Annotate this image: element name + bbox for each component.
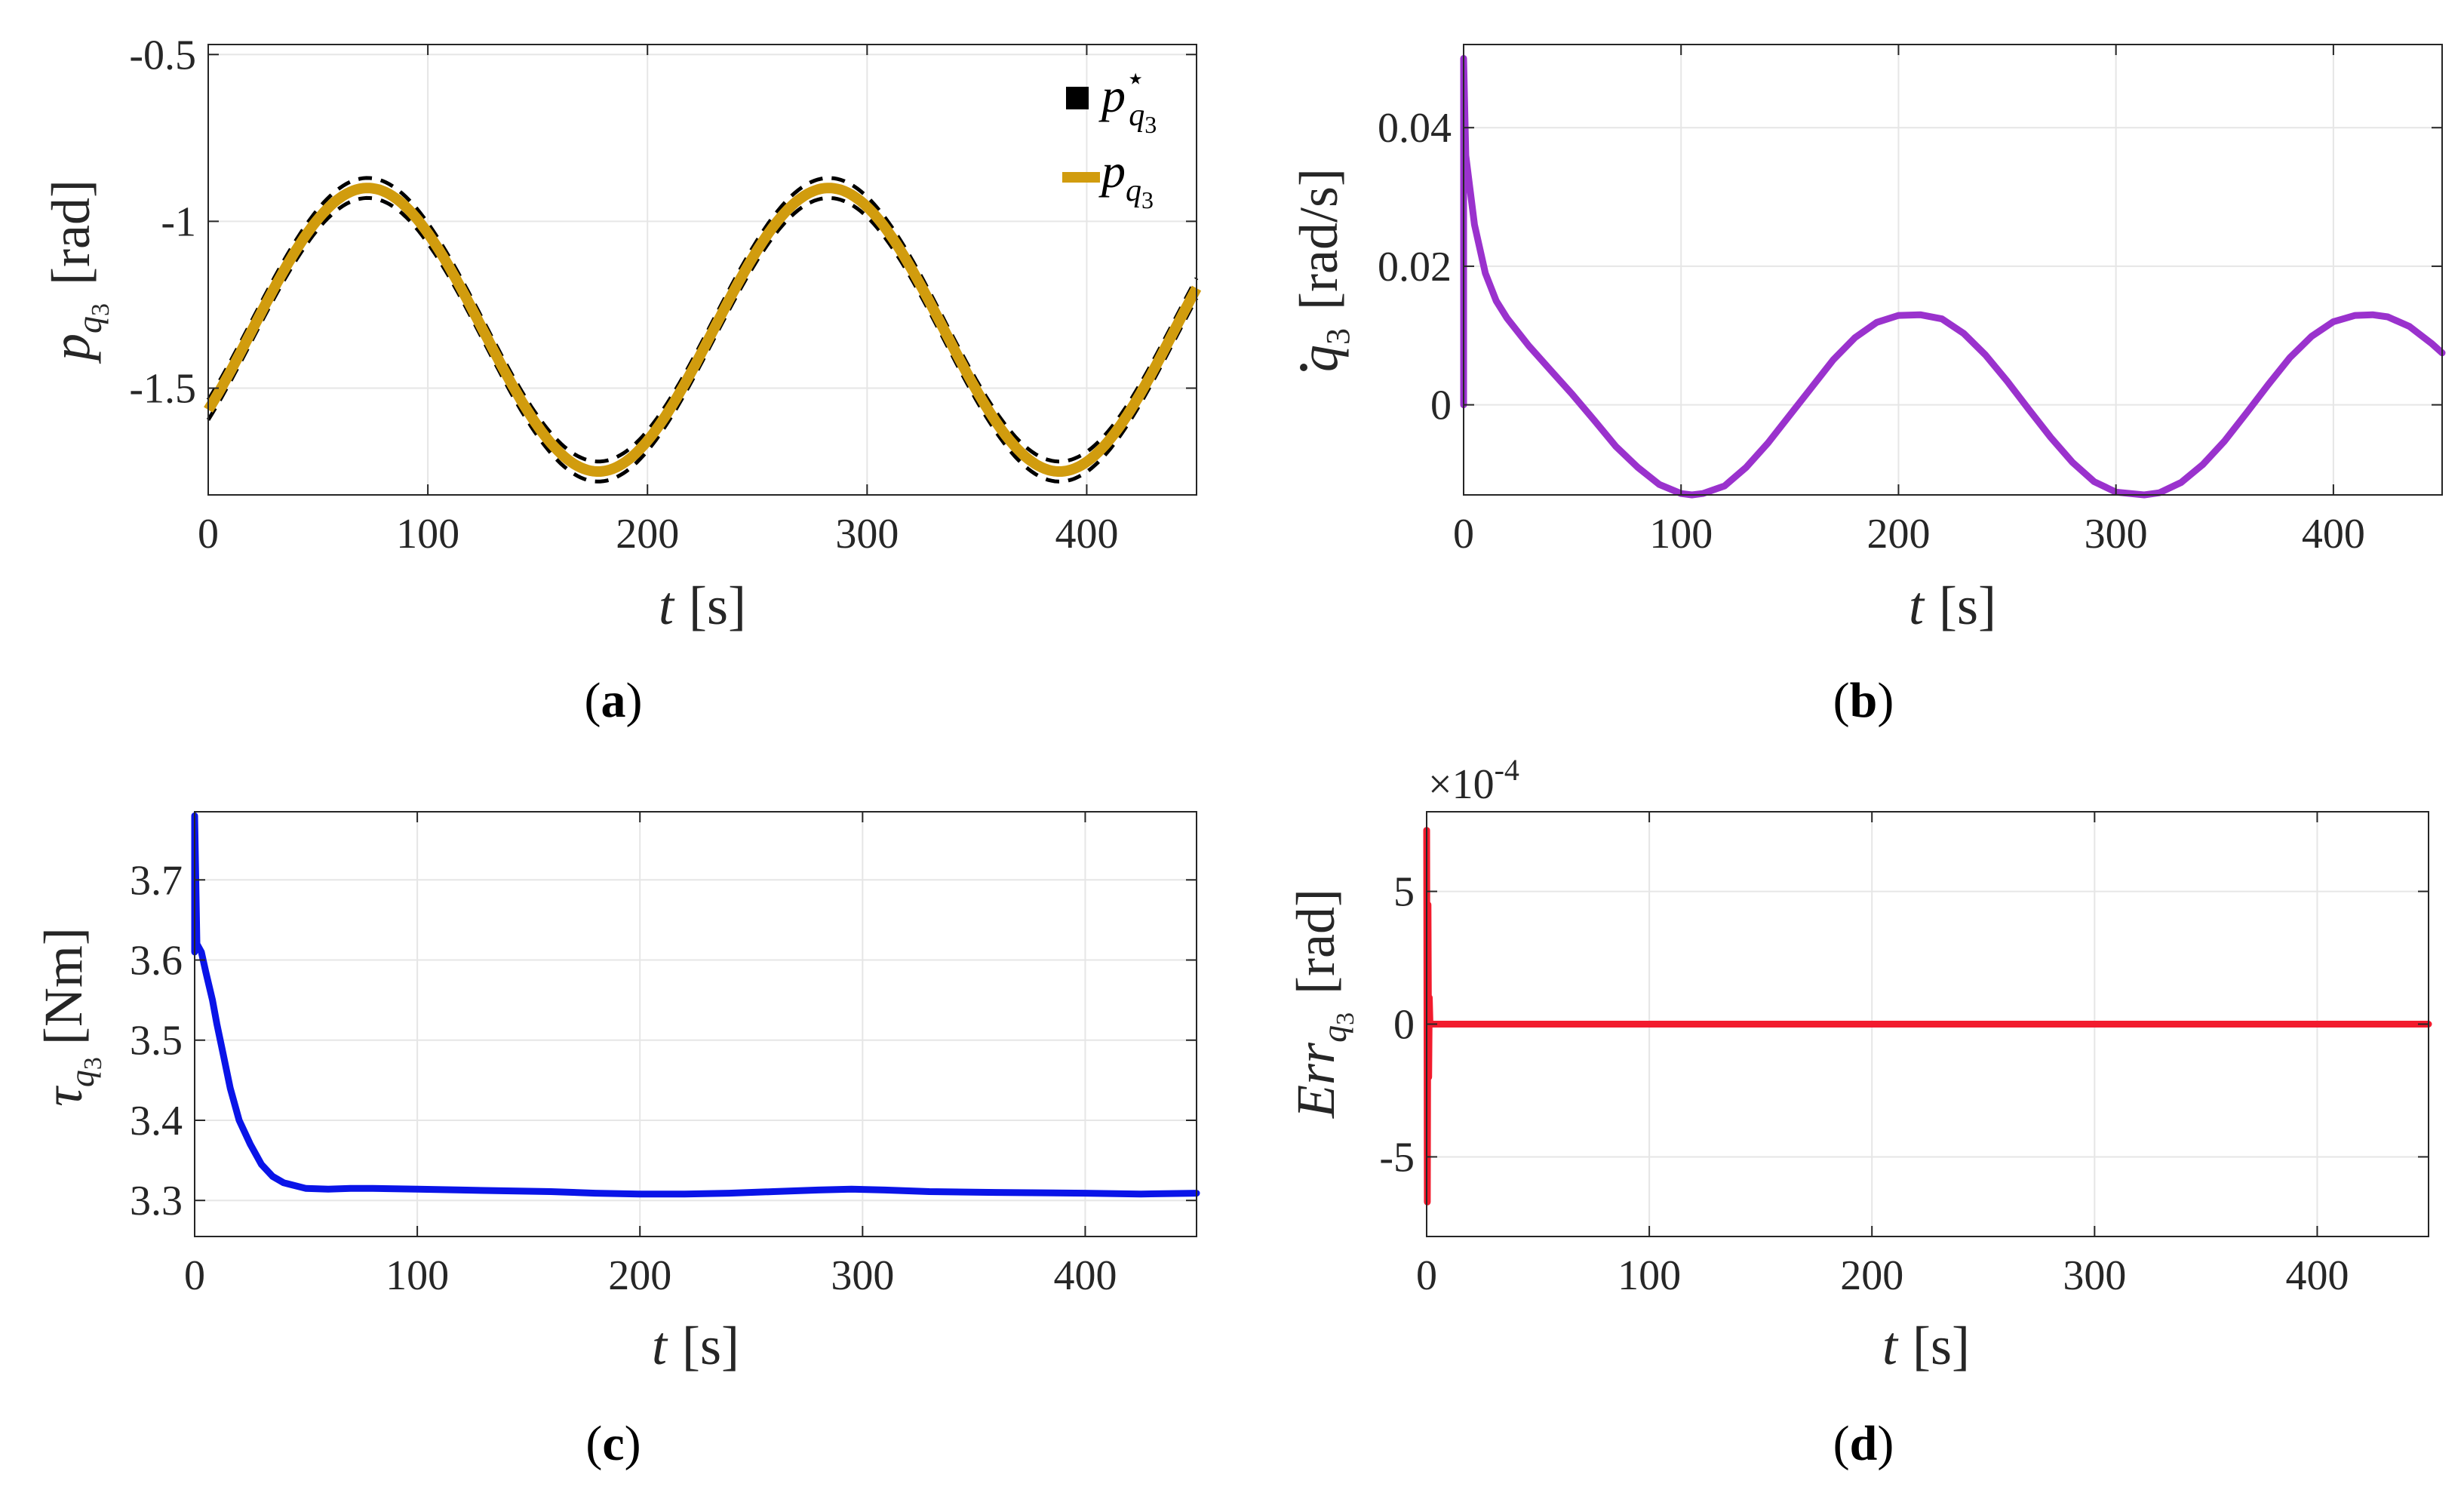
panel-d-caption: (d)	[1833, 1416, 1894, 1471]
x-tick-label: 200	[1866, 511, 1930, 558]
panel-c-y-label: τq3[Nm]	[33, 927, 107, 1107]
panel-a-legend: p⋆ q3 pq3	[1062, 62, 1157, 214]
panel-c-y-ticks: 3.3 3.4 3.5 3.6 3.7	[130, 857, 1197, 1224]
x-tick-label: 400	[2302, 511, 2365, 558]
panel-d-x-ticks: 0 100 200 300 400	[1416, 812, 2349, 1299]
legend-marker-ref	[1066, 87, 1089, 109]
x-tick-label: 0	[184, 1252, 205, 1299]
panel-b-series-line	[1460, 54, 2446, 499]
panel-a-x-label: t [s]	[659, 576, 746, 636]
y-tick-label: 3.6	[130, 938, 183, 985]
y-tick-label: -1	[161, 198, 196, 245]
series-line-tau-q3	[191, 812, 1200, 1198]
y-tick-label: 3.3	[130, 1178, 183, 1224]
panel-c: 0 100 200 300 400 3.3 3.4 3.5 3.6 3.7 t [s] τq3[N…	[33, 811, 1200, 1471]
x-tick-label: 100	[386, 1252, 449, 1299]
x-tick-label: 300	[831, 1252, 894, 1299]
panel-a-grid	[207, 45, 1197, 495]
x-tick-label: 100	[396, 511, 459, 558]
panel-b-y-ticks: 0 0.02 0.04	[1378, 105, 2442, 429]
panel-c-x-ticks: 0 100 200 300 400	[184, 812, 1117, 1299]
x-tick-label: 400	[2285, 1252, 2349, 1299]
x-tick-label: 200	[1840, 1252, 1903, 1299]
panel-b-caption: (b)	[1833, 673, 1894, 728]
panel-c-x-label: t [s]	[652, 1316, 739, 1376]
panel-a-ref-curve	[206, 176, 1199, 484]
panel-b-plot-frame	[1463, 44, 2443, 496]
panel-d-exponent-label: ×10-4	[1428, 753, 1519, 808]
legend-label-series: pq3	[1098, 144, 1154, 214]
y-tick-label: 5	[1393, 869, 1415, 916]
x-tick-label: 300	[835, 511, 899, 558]
y-tick-label: 3.5	[130, 1018, 183, 1064]
y-tick-label: -5	[1379, 1134, 1415, 1181]
panel-d-x-label: t [s]	[1882, 1316, 1970, 1376]
y-tick-label: -1.5	[129, 365, 196, 412]
y-tick-label: -0.5	[129, 32, 196, 78]
y-tick-label: 0.04	[1378, 105, 1452, 152]
panel-d-y-ticks: -5 0 5	[1379, 869, 2429, 1181]
panel-b-grid	[1463, 45, 2442, 495]
panel-a-series-line	[204, 183, 1202, 477]
panel-d-y-label: Errq3[rad]	[1286, 889, 1360, 1119]
panel-c-caption: (c)	[585, 1416, 641, 1471]
panel-c-plot-frame	[194, 811, 1197, 1237]
x-tick-label: 0	[1453, 511, 1474, 558]
y-tick-label: 3.7	[130, 857, 183, 904]
panel-b-x-ticks: 0 100 200 300 400	[1453, 45, 2365, 558]
x-tick-label: 300	[2085, 511, 2148, 558]
x-tick-label: 400	[1055, 511, 1118, 558]
panel-a-plot-frame	[207, 44, 1197, 496]
x-tick-label: 200	[616, 511, 679, 558]
panel-a-y-ticks: -1.5 -1 -0.5	[129, 32, 1197, 412]
x-tick-label: 200	[608, 1252, 671, 1299]
y-tick-label: 0.02	[1378, 244, 1452, 290]
x-tick-label: 300	[2063, 1252, 2126, 1299]
panel-b-x-label: t [s]	[1909, 576, 1996, 636]
x-tick-label: 100	[1649, 511, 1713, 558]
ref-dash-upper	[206, 176, 1199, 464]
panel-b-y-label: q3[rad/s]	[1289, 168, 1356, 372]
y-tick-label: 3.4	[130, 1098, 183, 1144]
x-tick-label: 100	[1618, 1252, 1681, 1299]
panel-a: 0 100 200 300 400 -1.5 -1 -0.5 p⋆ q3 pq3 t [s] p…	[41, 32, 1202, 728]
panel-d: 0 100 200 300 400 -5 0 5 ×10-4 t [s] Errq3[rad]…	[1286, 753, 2432, 1471]
panel-a-y-label: pq3[rad]	[41, 180, 115, 364]
legend-label-ref: p⋆ q3	[1098, 62, 1157, 138]
series-line-err-q3	[1423, 827, 2432, 1206]
x-tick-label: 400	[1053, 1252, 1117, 1299]
panel-b: 0 100 200 300 400 0 0.02 0.04 t [s] q3[rad/s] (…	[1289, 44, 2446, 728]
x-tick-label: 0	[1416, 1252, 1437, 1299]
panel-d-series-line	[1423, 827, 2432, 1206]
panel-c-grid	[194, 812, 1197, 1236]
x-tick-label: 0	[198, 511, 219, 558]
panel-c-series-line	[191, 812, 1200, 1198]
panel-a-caption: (a)	[585, 673, 643, 728]
series-line-p-q3	[204, 183, 1202, 477]
y-tick-label: 0	[1430, 382, 1452, 429]
panel-a-x-ticks: 0 100 200 300 400	[198, 45, 1118, 558]
y-tick-label: 0	[1393, 1002, 1415, 1049]
panel-b-y-label-dot	[1300, 364, 1307, 371]
series-line-qdot-q3	[1460, 54, 2446, 499]
